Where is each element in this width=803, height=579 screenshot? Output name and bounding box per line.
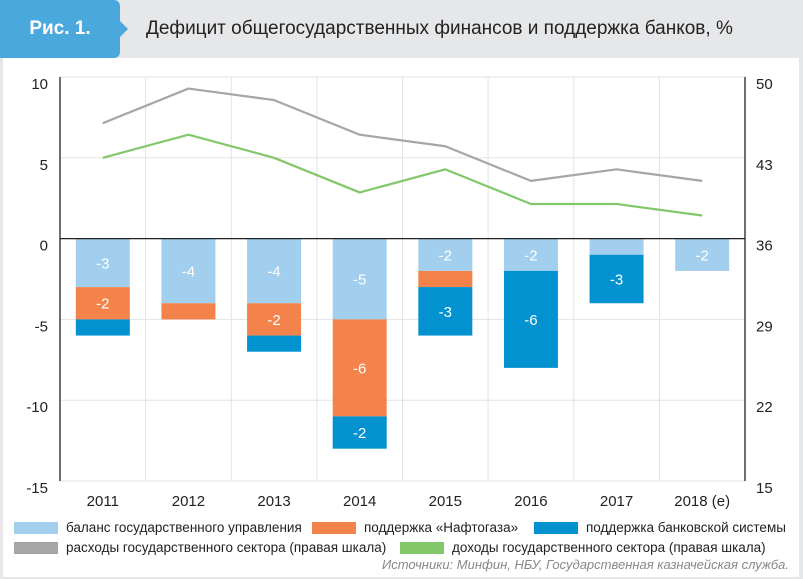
right-tick-label: 29	[756, 318, 773, 335]
left-tick-label: -10	[26, 399, 48, 416]
series-line	[102, 87, 703, 182]
source-note: Источники: Минфин, НБУ, Государственная …	[381, 557, 789, 572]
legend-swatch-banks	[534, 522, 578, 534]
x-tick-label: 2016	[514, 493, 547, 510]
x-tick-label: 2015	[429, 493, 462, 510]
right-tick-label: 22	[756, 399, 773, 416]
bar-segment	[589, 238, 644, 255]
bar-label: -3	[96, 255, 109, 272]
bar-label: -4	[267, 263, 280, 280]
bar-segment	[332, 319, 387, 417]
right-tick-label: 15	[756, 480, 773, 497]
x-tick-label: 2017	[600, 493, 633, 510]
bar-segment	[247, 335, 302, 352]
bar-segment	[247, 238, 302, 304]
bar-label: -6	[524, 312, 537, 329]
bar-segment	[75, 319, 130, 336]
bar-segment	[332, 238, 387, 320]
bar-label: -5	[353, 272, 366, 289]
left-tick-label: -5	[35, 318, 48, 335]
bar-segment	[503, 238, 558, 271]
bar-label: -2	[96, 296, 109, 313]
bar-segment	[503, 270, 558, 368]
series-line	[102, 133, 703, 217]
bar-segment	[675, 238, 730, 271]
legend-swatch-naftogaz	[312, 522, 356, 534]
bar-segment	[247, 303, 302, 336]
bar-label: -2	[267, 312, 280, 329]
legend-label-balance: баланс государственного управления	[66, 520, 302, 535]
right-tick-label: 43	[756, 157, 773, 174]
figure-number-tab: Рис. 1.	[0, 0, 120, 58]
left-tick-label: -15	[26, 480, 48, 497]
x-tick-label: 2012	[172, 493, 205, 510]
axes	[59, 77, 746, 481]
bar-segment	[418, 238, 473, 271]
legend-swatch-balance	[14, 522, 58, 534]
left-tick-label: 5	[40, 157, 48, 174]
left-tick-label: 0	[40, 238, 48, 255]
bar-label: -3	[610, 272, 623, 289]
tab-arrow-icon	[120, 21, 128, 37]
bar-label: -4	[182, 263, 195, 280]
bar-segment	[332, 416, 387, 449]
x-tick-label: 2014	[343, 493, 376, 510]
legend-label-naftogaz: поддержка «Нафтогаза»	[364, 520, 519, 535]
right-tick-label: 36	[756, 238, 773, 255]
bar-segment	[161, 303, 216, 320]
chart-title: Дефицит общегосударственных финансов и п…	[146, 18, 733, 39]
figure-header: Рис. 1. Дефицит общегосударственных фина…	[0, 0, 803, 58]
bar-label: -2	[353, 425, 366, 442]
left-tick-label: 10	[31, 76, 48, 93]
x-tick-label: 2013	[257, 493, 290, 510]
bar-segment	[75, 287, 130, 320]
bar-label: -2	[696, 247, 709, 264]
bar-segment	[75, 238, 130, 288]
bar-segment	[418, 270, 473, 288]
x-tick-label: 2011	[87, 493, 119, 510]
bar-segment	[161, 238, 216, 304]
right-tick-label: 50	[756, 76, 773, 93]
bar-label: -3	[439, 304, 452, 321]
chart-panel	[3, 58, 799, 577]
lines	[102, 87, 703, 217]
bar-label: -2	[439, 247, 452, 264]
legend-label-banks: поддержка банковской системы	[586, 520, 786, 535]
bars: -3 -2 -4 -4 -2 -5 -6 -2 -2 -3 -2 -6 -3 -2	[75, 238, 730, 449]
legend-swatch-revenue	[400, 542, 444, 554]
bar-label: -6	[353, 360, 366, 377]
grid	[60, 76, 745, 482]
bar-label: -2	[524, 247, 537, 264]
legend-label-revenue: доходы государственного сектора (правая …	[452, 540, 766, 555]
bar-segment	[418, 287, 473, 336]
figure-number: Рис. 1.	[29, 18, 91, 39]
legend-label-expenditure: расходы государственного сектора (правая…	[66, 540, 387, 555]
legend-swatch-expenditure	[14, 542, 58, 554]
x-tick-label: 2018 (e)	[674, 493, 730, 510]
bar-segment	[589, 254, 644, 304]
